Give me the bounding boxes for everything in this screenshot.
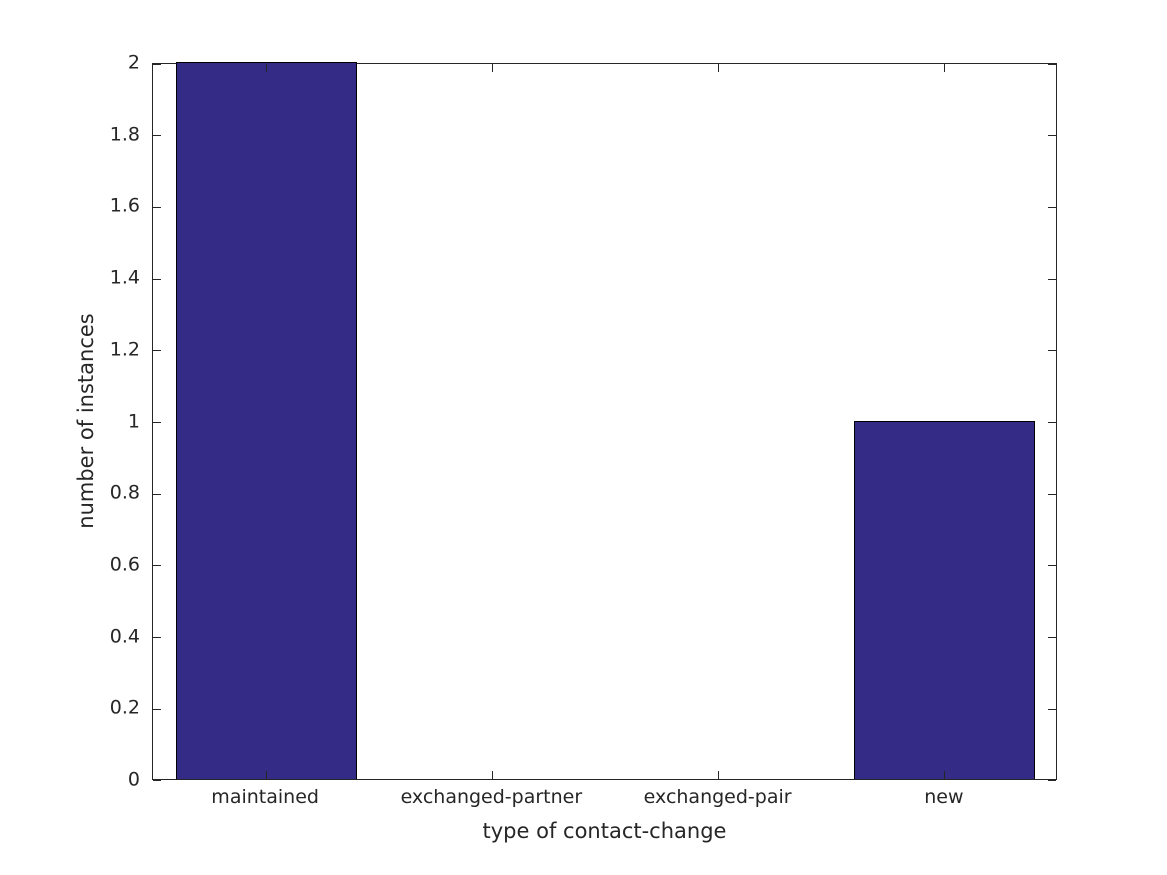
tick-mark — [718, 64, 720, 72]
tick-mark — [265, 64, 267, 72]
tick-mark — [1048, 565, 1056, 567]
tick-mark — [1048, 278, 1056, 280]
tick-mark — [153, 278, 161, 280]
plot-area — [152, 62, 1057, 781]
tick-mark — [491, 64, 493, 72]
x-tick-label-exchanged-pair: exchanged-pair — [643, 786, 792, 808]
tick-mark — [153, 422, 161, 423]
y-tick-label: 1.2 — [109, 338, 140, 361]
y-tick-label: 0.4 — [109, 625, 140, 648]
tick-mark — [944, 64, 946, 72]
tick-mark — [153, 780, 161, 781]
tick-mark — [153, 64, 161, 65]
tick-mark — [153, 350, 161, 352]
y-tick-label: 0.6 — [109, 553, 140, 576]
tick-mark — [1048, 780, 1056, 781]
y-tick-label: 2 — [127, 51, 140, 74]
y-tick-label: 0.2 — [109, 696, 140, 719]
y-tick-label: 1 — [127, 410, 140, 432]
x-tick-label-exchanged-partner: exchanged-partner — [400, 786, 583, 808]
y-tick-label: 1.8 — [109, 123, 140, 146]
tick-mark — [1048, 637, 1056, 639]
tick-mark — [153, 637, 161, 639]
tick-mark — [153, 565, 161, 567]
tick-mark — [1048, 708, 1056, 710]
x-axis-label: type of contact-change — [482, 819, 727, 843]
x-tick-label-new: new — [924, 786, 964, 808]
tick-mark — [1048, 206, 1056, 208]
y-tick-label: 1.6 — [109, 194, 140, 217]
tick-mark — [265, 771, 267, 779]
tick-mark — [1048, 64, 1056, 65]
bar-maintained — [175, 62, 357, 779]
tick-mark — [153, 493, 161, 495]
y-tick-label: 1.4 — [109, 266, 140, 289]
y-tick-label: 0.8 — [109, 481, 140, 504]
tick-mark — [718, 771, 720, 779]
tick-mark — [153, 708, 161, 710]
tick-mark — [153, 135, 161, 137]
tick-mark — [1048, 493, 1056, 495]
tick-mark — [1048, 422, 1056, 423]
bar-new — [854, 420, 1036, 779]
tick-mark — [1048, 135, 1056, 137]
tick-mark — [153, 206, 161, 208]
x-tick-label-maintained: maintained — [211, 786, 319, 808]
y-tick-label: 0 — [127, 768, 140, 791]
tick-mark — [491, 771, 493, 779]
tick-mark — [1048, 350, 1056, 352]
tick-mark — [944, 771, 946, 779]
